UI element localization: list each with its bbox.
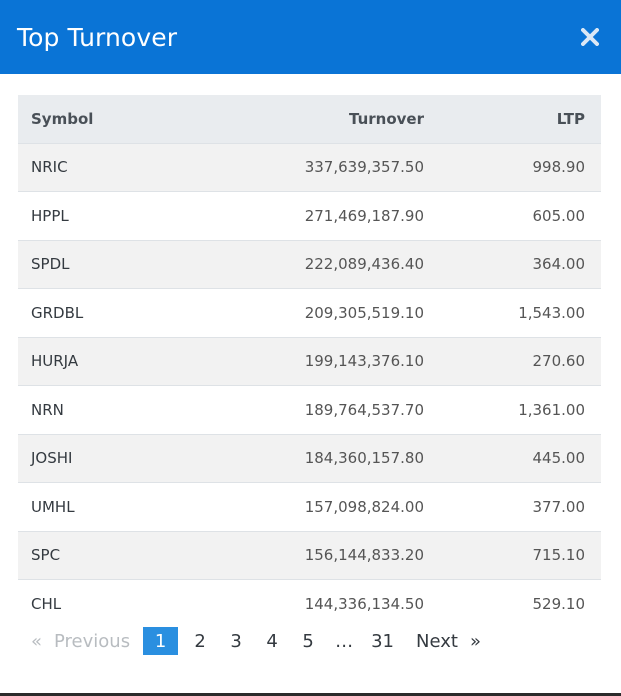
double-chevron-right-icon: »	[469, 630, 481, 652]
table-row: CHL 144,336,134.50 529.10	[18, 579, 601, 628]
cell-symbol: SPDL	[31, 255, 70, 274]
cell-turnover: 222,089,436.40	[304, 255, 424, 274]
page-3-button[interactable]: 3	[230, 630, 242, 652]
cell-ltp: 270.60	[532, 352, 586, 371]
modal-title: Top Turnover	[17, 22, 178, 52]
cell-symbol: CHL	[31, 595, 62, 613]
close-icon	[581, 28, 599, 46]
cell-ltp: 998.90	[532, 158, 586, 177]
previous-page-button[interactable]: « Previous	[22, 627, 139, 655]
page-2-button[interactable]: 2	[194, 630, 206, 652]
header-turnover[interactable]: Turnover	[218, 95, 438, 144]
page-31-button[interactable]: 31	[371, 630, 394, 652]
cell-ltp: 364.00	[532, 255, 586, 274]
table-row: NRN 189,764,537.70 1,361.00	[18, 385, 601, 434]
page-5-button[interactable]: 5	[302, 630, 314, 652]
modal-header: Top Turnover	[0, 0, 621, 74]
table-body: NRIC 337,639,357.50 998.90 HPPL 271,469,…	[18, 143, 601, 628]
cell-symbol: SPC	[31, 546, 61, 565]
header-ltp[interactable]: LTP	[438, 95, 601, 144]
cell-ltp: 715.10	[532, 546, 586, 565]
next-page-button[interactable]: Next »	[407, 627, 490, 655]
cell-turnover: 157,098,824.00	[304, 497, 424, 516]
cell-turnover: 271,469,187.90	[304, 206, 424, 225]
cell-ltp: 1,361.00	[518, 400, 585, 419]
next-label: Next	[416, 630, 458, 652]
table-header-row: Symbol Turnover LTP	[18, 95, 601, 144]
cell-turnover: 337,639,357.50	[304, 158, 424, 177]
cell-symbol: UMHL	[31, 497, 75, 516]
table-row: UMHL 157,098,824.00 377.00	[18, 482, 601, 531]
cell-ltp: 529.10	[532, 595, 586, 613]
cell-ltp: 1,543.00	[518, 303, 585, 322]
header-symbol[interactable]: Symbol	[18, 95, 218, 144]
cell-turnover: 189,764,537.70	[304, 400, 424, 419]
table-row: JOSHI 184,360,157.80 445.00	[18, 434, 601, 483]
page-1-button[interactable]: 1	[143, 627, 179, 655]
cell-symbol: HPPL	[31, 206, 69, 225]
table-row: HPPL 271,469,187.90 605.00	[18, 191, 601, 240]
cell-symbol: GRDBL	[31, 303, 84, 322]
turnover-table-container: Symbol Turnover LTP NRIC 337,639,357.50 …	[18, 95, 601, 628]
double-chevron-left-icon: «	[31, 630, 43, 652]
table-row: SPDL 222,089,436.40 364.00	[18, 240, 601, 289]
table-row: HURJA 199,143,376.10 270.60	[18, 337, 601, 386]
table-header: Symbol Turnover LTP	[18, 95, 601, 144]
cell-ltp: 377.00	[532, 497, 586, 516]
bottom-divider	[0, 693, 621, 696]
turnover-table: Symbol Turnover LTP NRIC 337,639,357.50 …	[18, 95, 601, 628]
cell-symbol: NRN	[31, 400, 64, 419]
table-row: NRIC 337,639,357.50 998.90	[18, 143, 601, 192]
close-button[interactable]	[577, 24, 603, 50]
table-row: GRDBL 209,305,519.10 1,543.00	[18, 288, 601, 337]
table-row: SPC 156,144,833.20 715.10	[18, 531, 601, 580]
cell-ltp: 605.00	[532, 206, 586, 225]
cell-turnover: 209,305,519.10	[304, 303, 424, 322]
cell-symbol: HURJA	[31, 352, 79, 371]
cell-symbol: JOSHI	[31, 449, 73, 468]
pagination: « Previous 1 2 3 4 5 … 31 Next »	[22, 627, 490, 655]
page-4-button[interactable]: 4	[266, 630, 278, 652]
cell-turnover: 199,143,376.10	[304, 352, 424, 371]
pagination-ellipsis: …	[335, 630, 354, 652]
cell-turnover: 184,360,157.80	[304, 449, 424, 468]
cell-turnover: 156,144,833.20	[304, 546, 424, 565]
previous-label: Previous	[54, 630, 131, 652]
cell-ltp: 445.00	[532, 449, 586, 468]
cell-symbol: NRIC	[31, 158, 68, 177]
cell-turnover: 144,336,134.50	[304, 595, 424, 613]
